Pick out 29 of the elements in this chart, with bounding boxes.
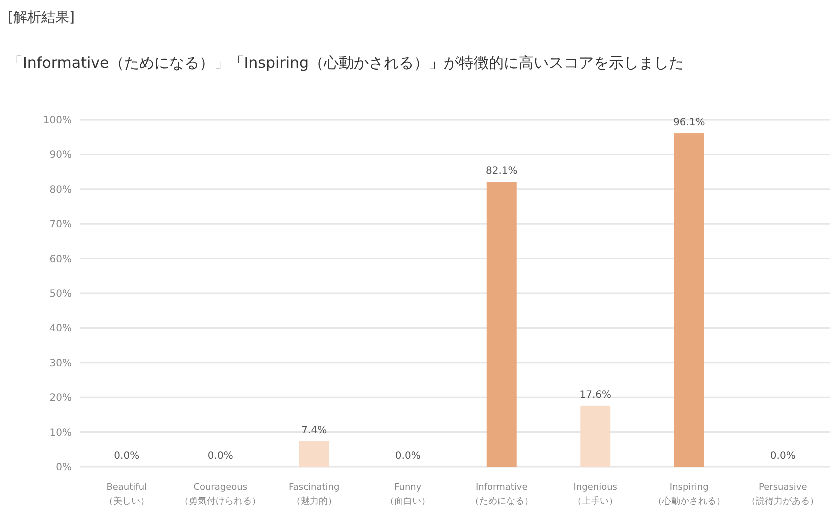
y-tick-label: 20%: [50, 393, 72, 404]
y-tick-label: 80%: [50, 184, 72, 196]
data-label: 17.6%: [580, 390, 612, 401]
y-tick-label: 70%: [50, 220, 72, 231]
data-label: 0.0%: [208, 451, 234, 462]
y-tick-label: 50%: [50, 289, 72, 300]
x-tick-label: Beautiful （美しい）: [104, 483, 150, 507]
y-tick-label: 40%: [50, 324, 72, 335]
data-label: 96.1%: [673, 118, 706, 129]
x-tick-label: Funny （面白い）: [386, 483, 431, 507]
x-tick-label: Persuasive （説得力がある）: [747, 483, 820, 507]
title: [解析結果]: [8, 10, 75, 26]
subtitle: 「Informative（ためになる）」「Inspiring（心動かされる）」が特徴的に高いスコアを示しました: [8, 54, 684, 72]
data-label: 0.0%: [395, 451, 421, 462]
x-tick-label: Courageous （勇気付けられる）: [180, 483, 262, 507]
data-label: 82.1%: [486, 166, 518, 178]
x-tick-label: Inspiring （心動かされる）: [653, 483, 726, 507]
data-label: 7.4%: [302, 425, 328, 436]
y-tick-label: 100%: [43, 116, 72, 126]
x-tick-label: Fascinating （魅力的）: [289, 483, 340, 507]
x-tick-label: Informative （ためになる）: [470, 483, 534, 507]
y-tick-label: 30%: [50, 358, 72, 370]
x-tick-label: Ingenious （上手い）: [573, 483, 618, 507]
y-tick-label: 60%: [50, 254, 72, 266]
y-tick-label: 0%: [56, 462, 72, 474]
data-label: 0.0%: [770, 451, 796, 462]
y-tick-label: 90%: [50, 150, 72, 162]
data-label: 0.0%: [114, 451, 140, 462]
y-tick-label: 10%: [50, 428, 72, 439]
